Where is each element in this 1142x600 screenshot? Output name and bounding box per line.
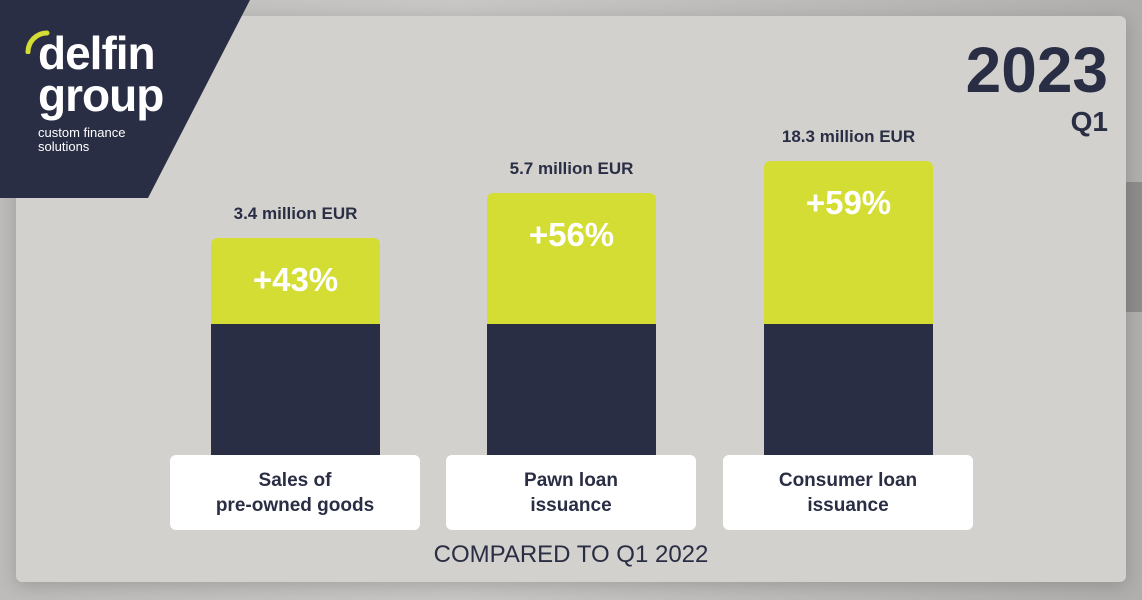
category-label-line: pre-owned goods <box>215 494 375 516</box>
bar-base-segment <box>764 324 933 455</box>
bar-base-segment <box>211 324 380 455</box>
category-label-card: Consumer loan issuance <box>723 455 973 530</box>
category-label-card: Pawn loan issuance <box>446 455 696 530</box>
category-label: Pawn loan issuance <box>524 468 618 518</box>
comparison-footnote: COMPARED TO Q1 2022 <box>433 541 709 568</box>
bar-growth-segment <box>764 161 933 324</box>
logo-tagline-line2: solutions <box>38 139 90 154</box>
category-label-line: Pawn loan <box>524 469 618 491</box>
category-label-card: Sales of pre-owned goods <box>170 455 420 530</box>
category-label-line: issuance <box>807 494 889 516</box>
bar-growth-label: +56% <box>529 216 614 253</box>
side-strip <box>1126 182 1142 312</box>
category-label-line: issuance <box>530 494 612 516</box>
category-label-line: Consumer loan <box>778 469 918 491</box>
bar-value-label: 5.7 million EUR <box>510 159 634 178</box>
logo-name-line2: group <box>38 69 164 121</box>
year-label: 2023 <box>965 34 1108 106</box>
bar-growth-label: +43% <box>253 261 338 298</box>
logo-name-line1: delfin <box>38 27 156 79</box>
category-label: Consumer loan issuance <box>779 468 917 518</box>
bar-growth-segment <box>211 238 380 324</box>
quarter-label: Q1 <box>1070 106 1108 137</box>
logo-tagline-line1: custom finance <box>38 125 126 140</box>
category-label: Sales of pre-owned goods <box>216 468 374 518</box>
category-label-line: Sales of <box>258 469 332 491</box>
bar-value-label: 3.4 million EUR <box>234 204 358 223</box>
bar-value-label: 18.3 million EUR <box>782 127 915 146</box>
bar-growth-segment <box>487 193 656 324</box>
logo-arc-icon <box>25 30 50 54</box>
bar-growth-label: +59% <box>806 184 891 221</box>
bar-base-segment <box>487 324 656 455</box>
